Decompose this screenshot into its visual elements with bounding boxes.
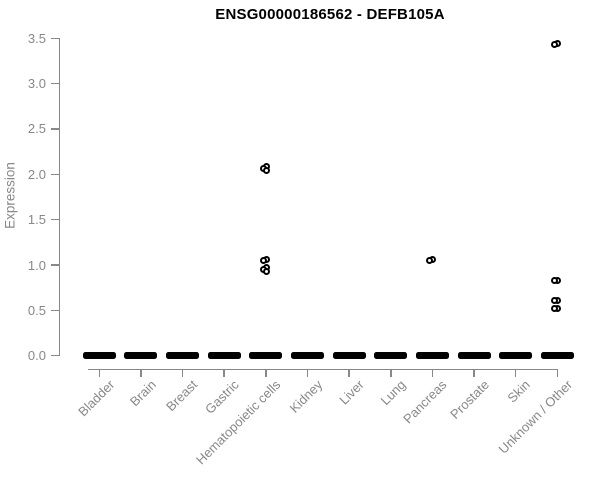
data-point — [551, 276, 559, 284]
data-point — [262, 267, 270, 275]
x-axis-tick — [306, 369, 309, 377]
data-point — [551, 305, 559, 313]
y-tick-label: 2.0 — [27, 166, 46, 182]
y-axis-tick — [51, 128, 59, 130]
zero-expression-dash — [207, 352, 241, 359]
y-tick-label: 1.0 — [27, 257, 46, 273]
x-axis-tick — [181, 369, 184, 377]
x-category-label: Liver — [336, 377, 367, 408]
y-tick-label: 2.5 — [27, 121, 46, 137]
zero-expression-dash — [540, 352, 574, 359]
x-category-label: Lung — [377, 377, 409, 409]
x-axis-tick — [431, 369, 434, 377]
data-point — [259, 256, 267, 264]
data-point — [262, 167, 270, 175]
x-axis-tick — [514, 369, 517, 377]
x-category-label: Bladder — [74, 377, 117, 420]
y-axis-tick — [51, 218, 59, 221]
y-axis-tick — [51, 82, 59, 85]
x-category-label: Unknown / Other — [495, 377, 575, 457]
x-axis-tick — [223, 369, 225, 377]
x-axis-line — [88, 368, 559, 370]
y-axis-tick — [51, 264, 59, 266]
x-axis-tick — [348, 369, 350, 377]
zero-expression-dash — [290, 352, 324, 359]
x-category-label: Gastric — [202, 377, 242, 417]
y-axis-tick — [51, 309, 59, 312]
zero-expression-dash — [374, 352, 408, 359]
x-category-label: Skin — [504, 377, 534, 406]
zero-expression-dash — [82, 352, 116, 359]
x-axis-tick — [98, 369, 101, 377]
zero-expression-dash — [415, 352, 449, 359]
y-tick-label: 3.0 — [27, 76, 46, 92]
zero-expression-dash — [124, 352, 158, 359]
y-axis-tick — [51, 173, 59, 176]
data-point — [426, 256, 434, 264]
y-axis-tick — [51, 37, 59, 40]
zero-expression-dash — [499, 352, 533, 359]
y-axis-line — [58, 38, 60, 356]
data-point — [551, 296, 559, 304]
zero-expression-dash — [166, 352, 200, 359]
zero-expression-dash — [457, 352, 491, 359]
x-category-label: Brain — [126, 377, 159, 410]
x-axis-tick — [473, 369, 475, 377]
y-tick-label: 1.5 — [27, 212, 46, 228]
data-point — [551, 41, 559, 49]
x-category-label: Pancreas — [400, 377, 450, 427]
x-category-label: Kidney — [286, 377, 326, 416]
x-axis-tick — [390, 369, 392, 377]
y-axis-tick — [51, 354, 59, 357]
y-tick-label: 3.5 — [27, 30, 46, 46]
chart-title: ENSG00000186562 - DEFB105A — [215, 6, 445, 23]
x-axis-tick — [140, 369, 142, 377]
y-tick-label: 0.5 — [27, 302, 46, 318]
zero-expression-dash — [332, 352, 366, 359]
x-axis-tick — [265, 369, 267, 377]
x-category-label: Prostate — [446, 377, 492, 422]
x-axis-tick — [556, 369, 559, 377]
x-category-label: Breast — [163, 377, 201, 415]
y-tick-label: 0.0 — [27, 348, 46, 364]
zero-expression-dash — [249, 352, 283, 359]
